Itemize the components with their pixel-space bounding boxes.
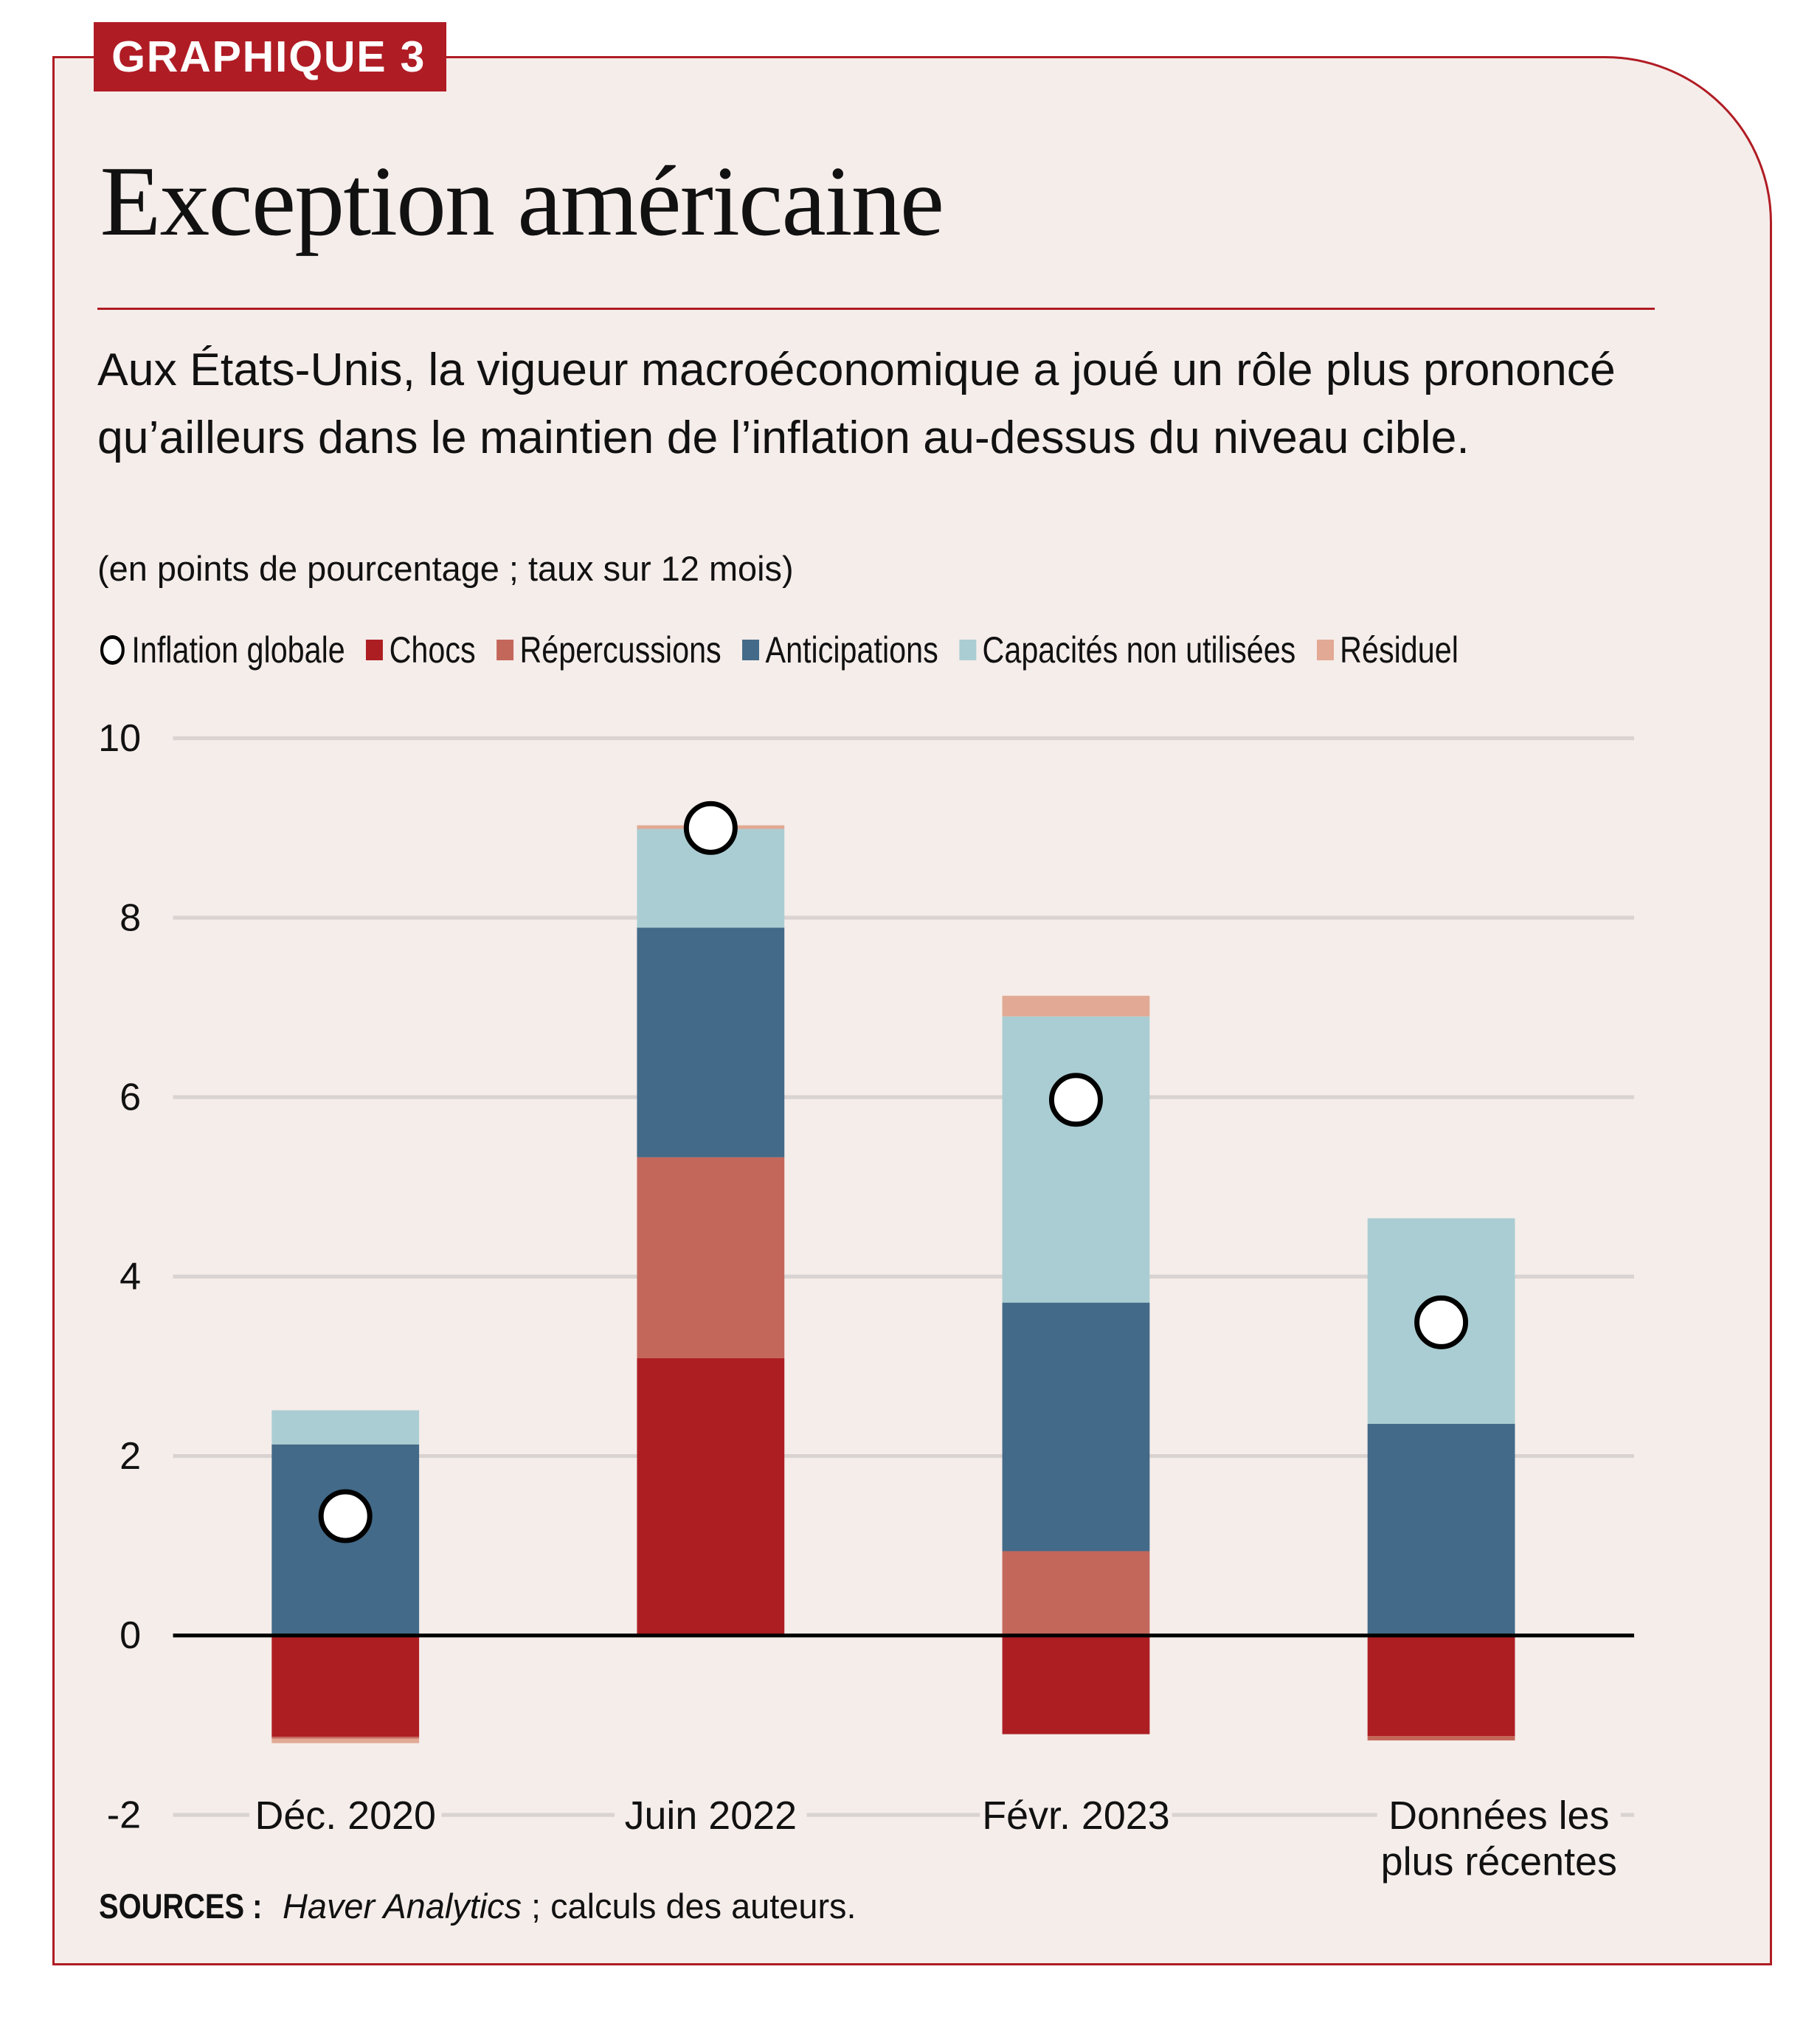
legend-label: Répercussions (519, 629, 722, 671)
legend-swatch (958, 639, 976, 660)
inflation-marker (1048, 1073, 1103, 1127)
x-label-bg (1377, 1782, 1621, 1889)
x-label-bg (249, 1782, 442, 1842)
y-tick-label: 6 (120, 1076, 141, 1119)
bar-segment (1002, 1551, 1150, 1636)
legend-swatch (741, 639, 759, 660)
chart-title: Exception américaine (100, 145, 944, 257)
legend-swatch (1316, 639, 1334, 660)
sources-note: SOURCES : Haver Analytics ; calculs des … (99, 1886, 857, 1926)
bar-segment (1002, 1635, 1150, 1734)
legend-label: Anticipations (765, 629, 938, 671)
sources-label: SOURCES : (98, 1887, 263, 1926)
legend-label: Résiduel (1339, 629, 1459, 671)
legend-swatch (365, 639, 383, 660)
x-tick-label: Juin 2022 (625, 1794, 797, 1838)
bar-segment (1002, 995, 1150, 1017)
bar-segment (271, 1737, 420, 1739)
x-label-bg (615, 1782, 807, 1842)
chart-subtitle: Aux États-Unis, la vigueur macroéconomiq… (97, 344, 1616, 464)
legend-item: Inflation globale (100, 628, 345, 671)
figure-tag: GRAPHIQUE 3 (93, 21, 446, 91)
inflation-marker (318, 1489, 373, 1543)
unit-note: (en points de pourcentage ; taux sur 12 … (97, 549, 794, 588)
y-tick-label: 8 (120, 896, 141, 939)
legend-circle-marker (100, 635, 124, 665)
bar-segment (1367, 1423, 1515, 1636)
legend-item: Résiduel (1316, 628, 1458, 671)
bar-segment (1367, 1635, 1515, 1736)
sources-italic: Haver Analytics (283, 1887, 522, 1926)
y-tick-label: 0 (120, 1614, 141, 1657)
bar-segment (637, 927, 785, 1158)
legend: Inflation globale Chocs Répercussions Antic… (100, 628, 1479, 671)
legend-swatch (496, 639, 513, 660)
inflation-marker (683, 800, 738, 855)
x-tick-label: Données les (1388, 1794, 1609, 1838)
legend-label: Capacités non utilisées (982, 629, 1295, 671)
sources-rest: ; calculs des auteurs. (522, 1887, 857, 1926)
y-tick-label: 10 (98, 717, 141, 760)
bar-segment (1002, 1016, 1150, 1303)
legend-item: Répercussions (496, 628, 722, 671)
bar-segment (637, 1358, 785, 1636)
y-tick-label: 4 (120, 1256, 141, 1298)
bar-segment (637, 1157, 785, 1359)
legend-label: Inflation globale (131, 629, 345, 671)
x-tick-label: Févr. 2023 (982, 1794, 1169, 1838)
x-tick-label: Déc. 2020 (255, 1794, 435, 1838)
y-tick-label: -2 (107, 1794, 141, 1836)
bar-segment (1367, 1735, 1515, 1741)
inflation-marker (1414, 1295, 1469, 1349)
legend-item: Chocs (365, 628, 476, 671)
x-label-bg (980, 1782, 1172, 1842)
legend-item: Anticipations (741, 628, 938, 671)
bar-segment (1002, 1302, 1150, 1552)
legend-item: Capacités non utilisées (958, 628, 1295, 671)
legend-label: Chocs (389, 629, 476, 671)
y-tick-label: 2 (120, 1435, 141, 1478)
bar-segment (271, 1410, 420, 1445)
x-tick-label: plus récentes (1381, 1840, 1617, 1884)
bar-segment (271, 1738, 420, 1743)
title-divider (97, 307, 1655, 311)
bar-segment (271, 1635, 420, 1737)
